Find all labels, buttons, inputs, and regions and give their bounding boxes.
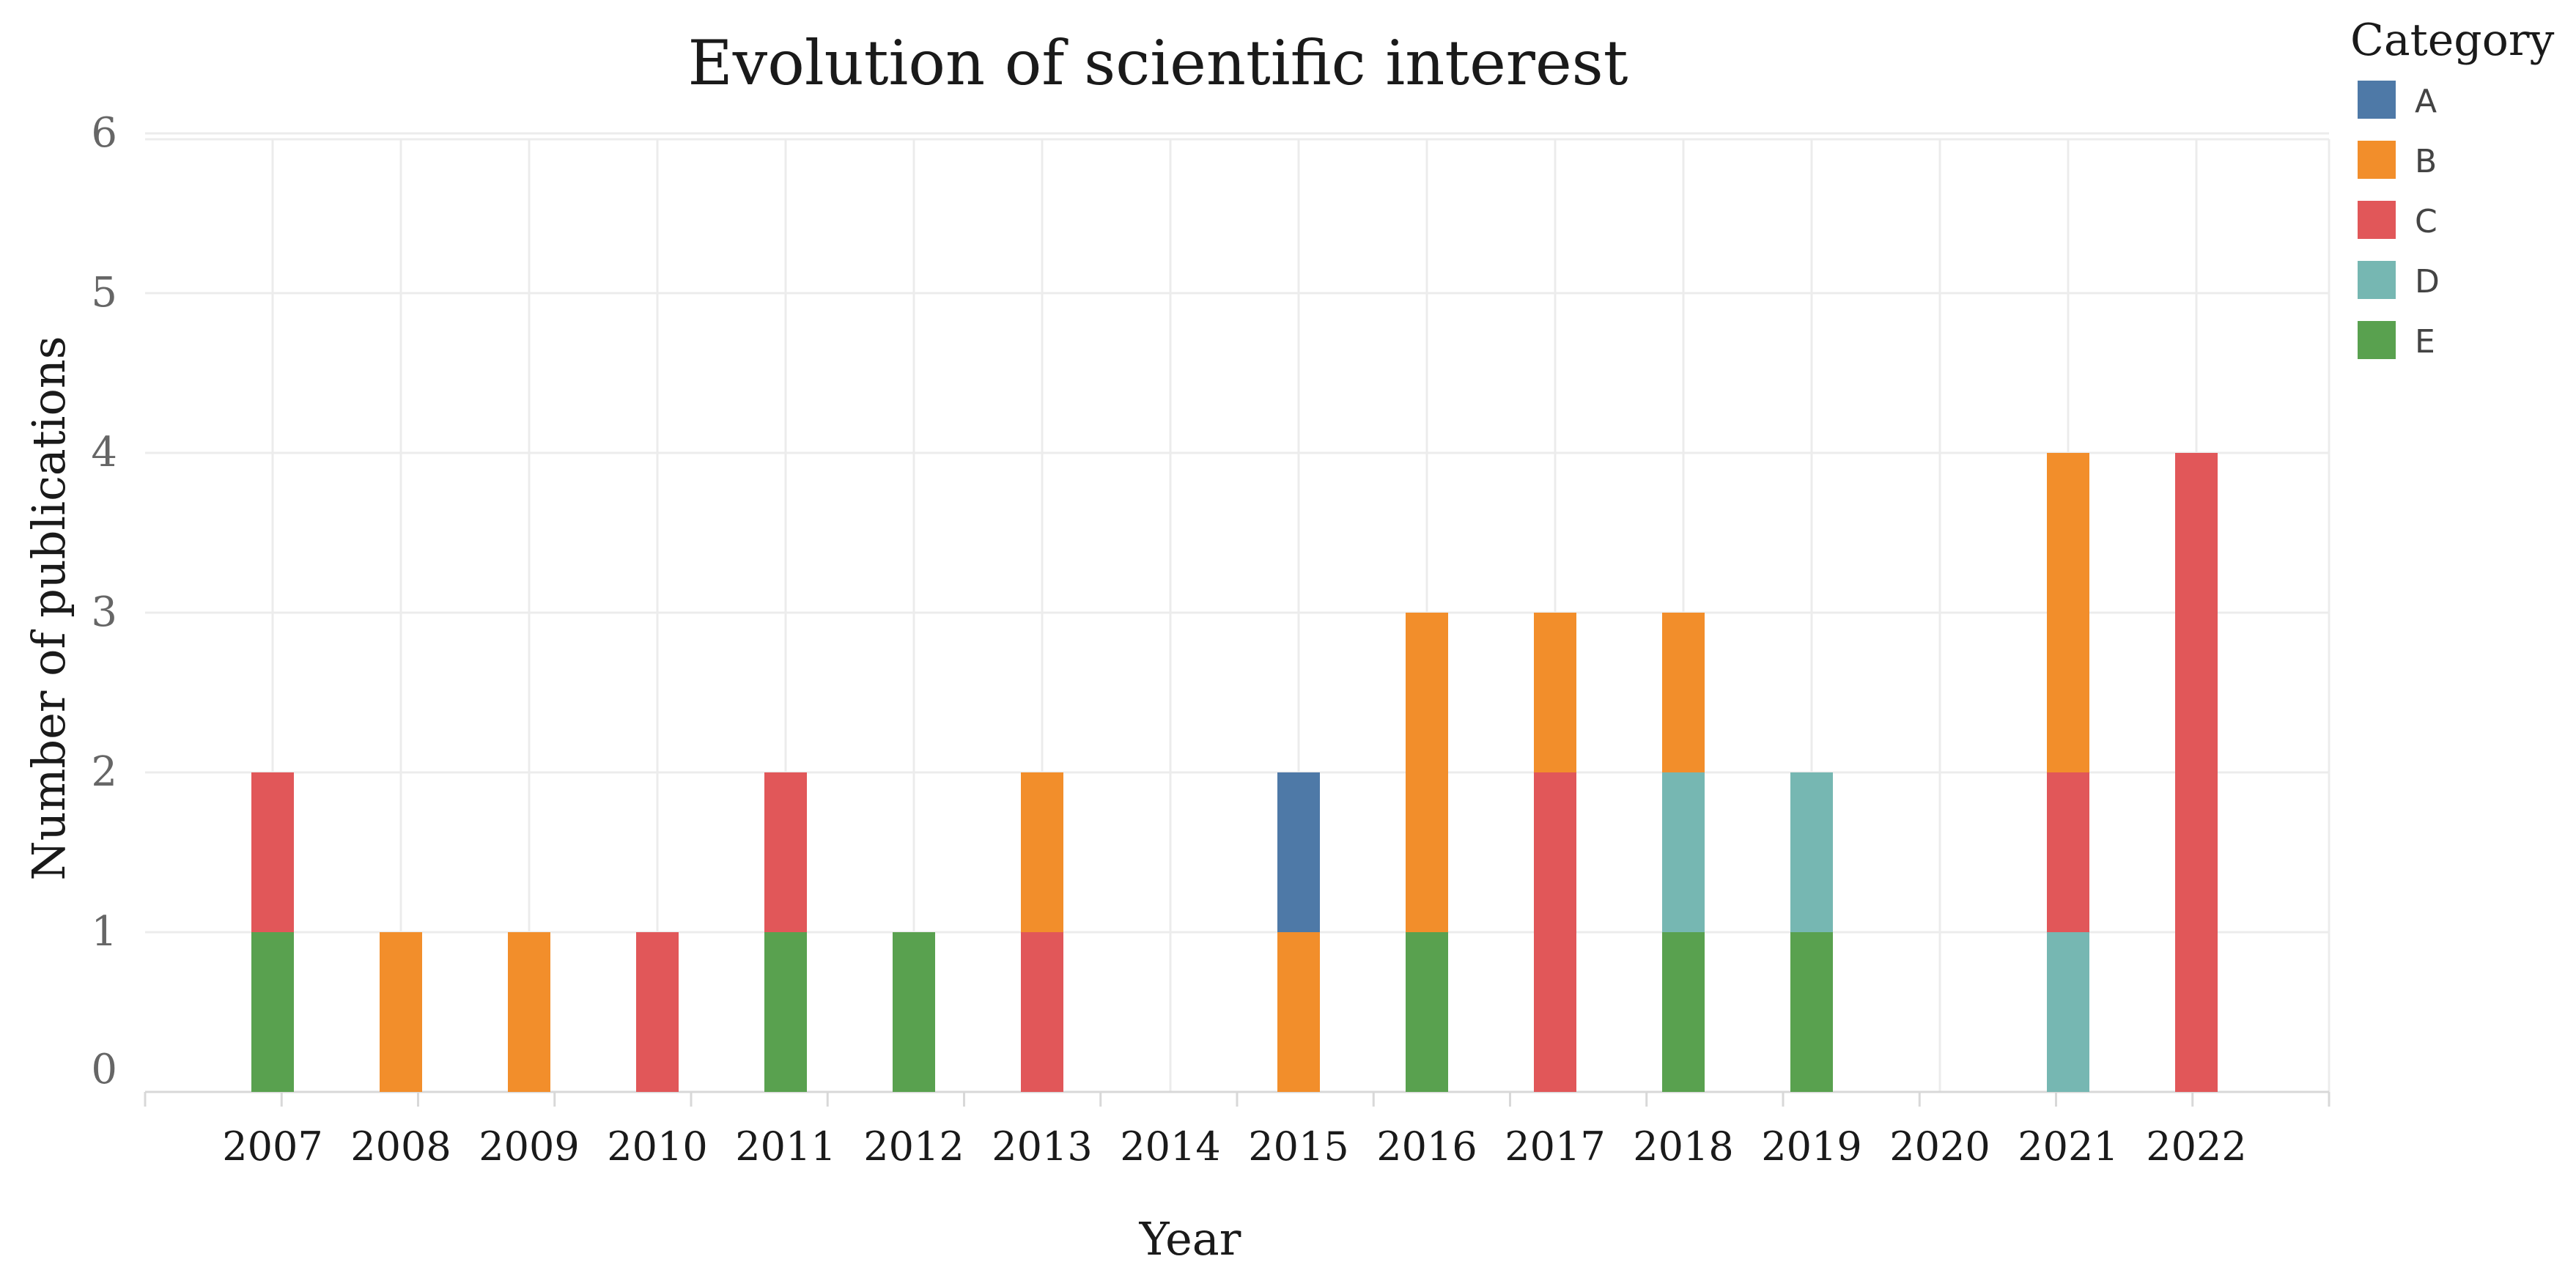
y-tick-label: 0	[91, 1046, 117, 1093]
bar-segment-c-2021	[2047, 772, 2089, 932]
bar-segment-c-2010	[636, 932, 679, 1092]
y-tick-label: 3	[91, 588, 117, 636]
bar-segment-b-2018	[1662, 613, 1705, 772]
x-tick-label: 2010	[607, 1123, 707, 1170]
bar-segment-c-2017	[1534, 772, 1576, 1092]
bar-segment-c-2022	[2175, 453, 2218, 1092]
bar-segment-e-2016	[1406, 932, 1448, 1092]
bar-segment-e-2011	[764, 932, 807, 1092]
legend-swatch-a	[2358, 81, 2396, 119]
bar-segment-c-2011	[764, 772, 807, 932]
x-axis-label: Year	[1139, 1212, 1241, 1266]
gridlines	[144, 132, 2330, 1107]
x-tick-label: 2022	[2146, 1123, 2246, 1170]
x-tick-label: 2021	[2018, 1123, 2118, 1170]
bar-segment-b-2021	[2047, 453, 2089, 772]
bar-segment-d-2021	[2047, 932, 2089, 1092]
bar-segment-c-2013	[1021, 932, 1063, 1092]
bars	[251, 453, 2218, 1092]
legend-label-c: C	[2415, 203, 2437, 240]
bar-segment-e-2019	[1790, 932, 1833, 1092]
legend-swatch-e	[2358, 321, 2396, 359]
bar-segment-b-2016	[1406, 613, 1448, 932]
legend-title: Category	[2350, 15, 2555, 66]
x-tick-label: 2012	[863, 1123, 964, 1170]
bar-segment-b-2013	[1021, 772, 1063, 932]
x-tick-label: 2008	[350, 1123, 451, 1170]
x-axis-ticks: 2007 2008 2009 2010 2011 2012 2013 2014 2015 2016…	[222, 1123, 2246, 1170]
bar-segment-d-2018	[1662, 772, 1705, 932]
legend-label-b: B	[2415, 143, 2437, 180]
x-tick-label: 2016	[1376, 1123, 1477, 1170]
legend-label-a: A	[2415, 83, 2437, 120]
x-tick-label: 2017	[1505, 1123, 1605, 1170]
y-tick-label: 6	[91, 109, 117, 157]
bar-segment-c-2007	[251, 772, 294, 932]
y-axis-ticks: 0 1 2 3 4 5 6	[91, 109, 117, 1093]
legend-swatch-c	[2358, 201, 2396, 239]
y-tick-label: 4	[91, 429, 117, 476]
bar-segment-b-2008	[380, 932, 422, 1092]
legend-swatch-d	[2358, 261, 2396, 299]
x-tick-label: 2009	[479, 1123, 579, 1170]
x-tick-label: 2019	[1761, 1123, 1861, 1170]
y-tick-label: 2	[91, 748, 117, 796]
chart-title: Evolution of scientific interest	[687, 27, 1628, 99]
legend-label-e: E	[2415, 323, 2435, 361]
bar-segment-b-2015	[1277, 932, 1320, 1092]
legend-swatch-b	[2358, 141, 2396, 179]
x-tick-label: 2015	[1248, 1123, 1348, 1170]
bar-segment-e-2018	[1662, 932, 1705, 1092]
x-tick-label: 2020	[1889, 1123, 1990, 1170]
bar-segment-a-2015	[1277, 772, 1320, 932]
x-tick-label: 2013	[992, 1123, 1092, 1170]
legend-label-d: D	[2415, 263, 2440, 300]
x-tick-label: 2007	[222, 1123, 322, 1170]
x-tick-label: 2018	[1633, 1123, 1733, 1170]
y-tick-label: 5	[91, 269, 117, 317]
y-tick-label: 1	[91, 908, 117, 956]
x-tick-label: 2014	[1120, 1123, 1220, 1170]
x-tick-label: 2011	[735, 1123, 835, 1170]
bar-segment-d-2019	[1790, 772, 1833, 932]
bar-segment-e-2007	[251, 932, 294, 1092]
bar-segment-b-2009	[508, 932, 550, 1092]
bar-segment-b-2017	[1534, 613, 1576, 772]
y-axis-label: Number of publications	[22, 336, 75, 880]
bar-segment-e-2012	[893, 932, 935, 1092]
